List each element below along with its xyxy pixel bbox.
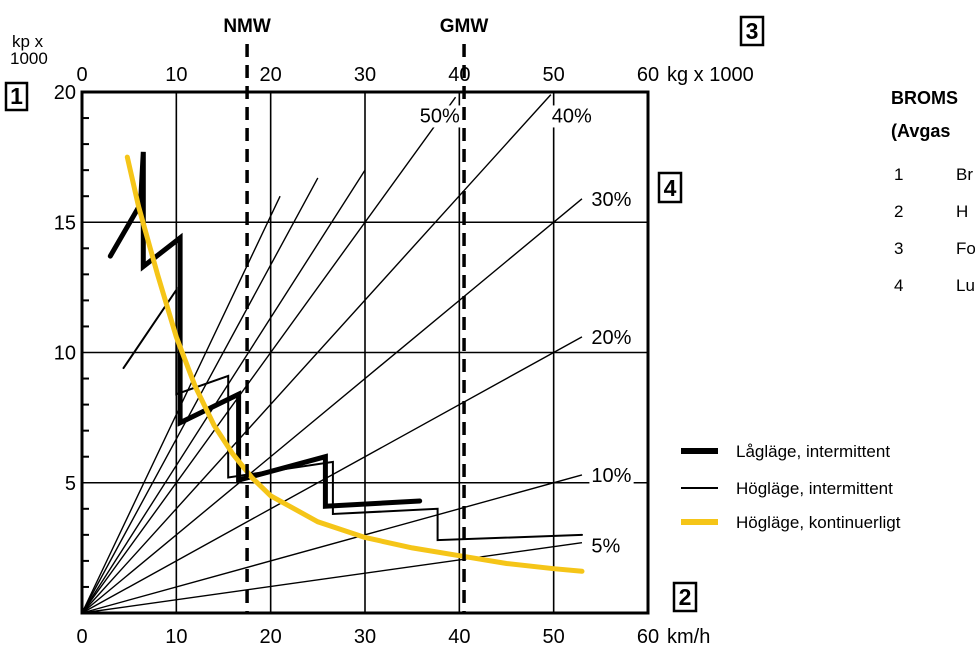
weight-markers: NMW GMW — [223, 16, 488, 613]
y-tick-label: 10 — [54, 343, 76, 365]
side-panel: BROMS (Avgas 1 Br 2 H 3 Fo 4 Lu — [891, 88, 975, 295]
grade-line-5% — [81, 541, 583, 614]
x-top-tick-label: 40 — [448, 64, 470, 86]
top-axis-unit: kg x 1000 — [667, 64, 754, 86]
legend: Lågläge, intermittent Högläge, intermitt… — [681, 442, 901, 532]
data-series — [107, 151, 585, 574]
marker-label-GMW: GMW — [440, 16, 489, 37]
side-panel-item-3-number: 3 — [894, 239, 903, 258]
tick-labels: 0 10 20 30 40 50 60 0 10 20 30 40 50 60 5 10 15 20 — [54, 64, 659, 648]
x-tick-label: 20 — [260, 626, 282, 648]
x-top-tick-label: 50 — [543, 64, 565, 86]
legend-label-high-continuous: Högläge, kontinuerligt — [736, 513, 901, 532]
callout-4-label: 4 — [664, 175, 677, 201]
callout-4-box — [657, 171, 683, 204]
x-top-tick-label: 30 — [354, 64, 376, 86]
grade-line-30% — [81, 198, 583, 614]
side-panel-title-line2: (Avgas — [891, 121, 950, 141]
bottom-axis-unit: km/h — [667, 626, 710, 648]
y-axis-unit-line2: 1000 — [10, 49, 48, 68]
y-tick-label: 20 — [54, 82, 76, 104]
y-tick-label: 5 — [65, 473, 76, 495]
y-tick-label: 15 — [54, 212, 76, 234]
grade-label: 20% — [591, 327, 631, 349]
grade-label-bg — [549, 105, 595, 128]
plot-frame — [80, 90, 650, 615]
x-tick-label: 60 — [637, 626, 659, 648]
x-tick-label: 10 — [165, 626, 187, 648]
x-tick-label: 50 — [543, 626, 565, 648]
x-top-tick-label: 20 — [260, 64, 282, 86]
grade-label: 50% — [420, 105, 460, 127]
y-axis-unit-line1: kp x — [12, 32, 44, 51]
x-top-tick-label: 10 — [165, 64, 187, 86]
side-panel-title-line1: BROMS — [891, 88, 958, 108]
x-tick-label: 40 — [448, 626, 470, 648]
callout-1: 1 — [4, 81, 29, 112]
grade-label: 5% — [591, 535, 620, 557]
grade-line-aux-6 — [81, 169, 366, 614]
callout-2-box — [672, 581, 698, 613]
callout-1-label: 1 — [10, 83, 23, 109]
grade-line-10% — [81, 474, 583, 614]
series-continuous — [124, 154, 585, 574]
side-panel-item-2-text: H — [956, 202, 968, 221]
callout-3-box — [739, 15, 765, 47]
callout-3-label: 3 — [746, 18, 759, 44]
grade-lines: 5% 10% 20% 30% 40% 50% — [81, 94, 634, 614]
grade-label-bg — [589, 326, 634, 349]
x-tick-label: 30 — [354, 626, 376, 648]
x-tick-label: 0 — [76, 626, 87, 648]
grade-label-bg — [589, 188, 634, 211]
grade-label: 10% — [591, 465, 631, 487]
callout-2-label: 2 — [679, 584, 692, 610]
series-thick — [107, 151, 423, 509]
grade-line-50% — [81, 96, 457, 614]
x-top-tick-label: 60 — [637, 64, 659, 86]
grade-line-40% — [81, 94, 552, 614]
legend-label-high-intermittent: Högläge, intermittent — [736, 479, 893, 498]
side-panel-item-1-text: Br — [956, 165, 973, 184]
side-panel-item-3-text: Fo — [956, 239, 975, 258]
callout-3: 3 — [739, 15, 765, 47]
grade-label: 40% — [552, 105, 592, 127]
legend-label-low-intermittent: Lågläge, intermittent — [736, 442, 890, 461]
grade-label-bg — [589, 464, 634, 487]
side-panel-item-4-text: Lu — [956, 276, 975, 295]
grade-label-bg — [417, 105, 462, 128]
callout-1-box — [4, 81, 29, 112]
grade-label-bg — [589, 535, 623, 558]
side-panel-item-2-number: 2 — [894, 202, 903, 221]
callout-2: 2 — [672, 581, 698, 613]
grade-label: 30% — [591, 189, 631, 211]
side-panel-item-1-number: 1 — [894, 165, 903, 184]
callout-4: 4 — [657, 171, 683, 204]
x-top-tick-label: 0 — [76, 64, 87, 86]
side-panel-item-4-number: 4 — [894, 276, 903, 295]
marker-label-NMW: NMW — [223, 16, 271, 37]
